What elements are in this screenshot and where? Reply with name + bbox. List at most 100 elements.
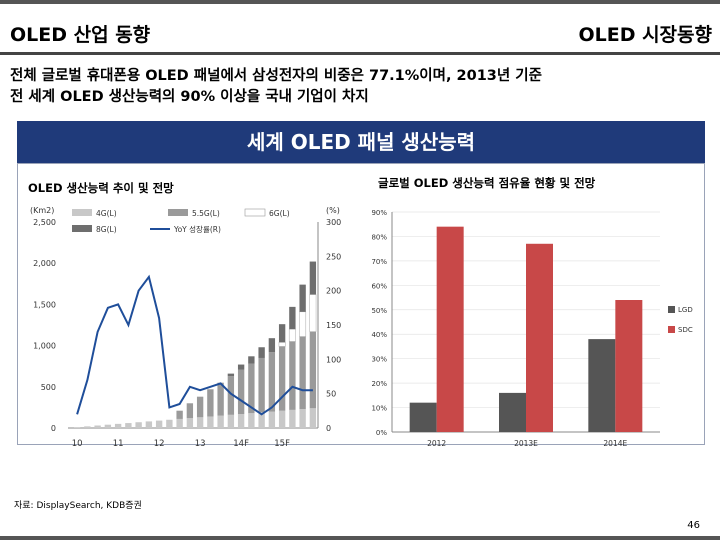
bar-5-5g: [176, 410, 183, 419]
right-legend-label: LGD: [678, 306, 693, 314]
right-x-tick: 2013E: [514, 439, 538, 448]
right-legend-label: SDC: [678, 326, 693, 334]
bar-8g: [299, 284, 306, 312]
bar-4g: [278, 410, 286, 428]
bar-4g: [145, 421, 153, 428]
right-y-tick: 80%: [371, 233, 387, 241]
left-x-tick: 11: [113, 439, 124, 449]
bar-5-5g: [248, 363, 255, 414]
bar-4g: [227, 414, 235, 428]
bar-4g: [258, 412, 265, 428]
summary-text: 전체 글로벌 휴대폰용 OLED 패널에서 삼성전자의 비중은 77.1%이며,…: [10, 66, 710, 108]
left-y2-tick: 100: [326, 355, 341, 364]
bar-4g: [155, 420, 163, 428]
left-y-tick: 2,500: [33, 218, 56, 227]
bar-6g: [278, 342, 286, 347]
page-number: 46: [687, 520, 700, 531]
bar-5-5g: [309, 331, 317, 409]
right-y-tick: 70%: [371, 258, 387, 266]
right-y-tick: 20%: [371, 380, 387, 388]
bar-4g: [207, 416, 214, 428]
left-x-tick: 12: [154, 439, 165, 449]
left-y2-tick: 250: [326, 252, 341, 261]
bar-8g: [268, 338, 276, 353]
bar-5-5g: [207, 389, 214, 417]
section-title: 세계 OLED 패널 생산능력: [17, 121, 705, 163]
bar-8g: [309, 261, 317, 295]
bar-4g: [176, 418, 183, 428]
bar-4g: [114, 423, 122, 428]
legend-label: 8G(L): [96, 225, 117, 234]
bar-4g: [84, 426, 91, 428]
left-y-tick: 500: [41, 383, 56, 392]
bar-sdc: [526, 243, 553, 432]
bar-8g: [227, 373, 235, 377]
bar-5-5g: [237, 369, 245, 414]
header-rule: [0, 52, 720, 55]
right-legend-swatch: [668, 326, 675, 333]
bar-4g: [237, 413, 245, 428]
left-y2-tick: 300: [326, 218, 341, 227]
bar-8g: [248, 356, 255, 364]
left-y2-tick: 200: [326, 287, 341, 296]
left-y-tick: 1,500: [33, 300, 56, 309]
right-y-tick: 10%: [371, 405, 387, 413]
right-chart-title: 글로벌 OLED 생산능력 점유율 현황 및 전망: [378, 176, 596, 190]
left-y2-tick: 0: [326, 424, 331, 433]
right-y-tick: 90%: [371, 209, 387, 217]
bar-4g: [289, 409, 296, 428]
bar-4g: [166, 419, 173, 428]
bar-5-5g: [299, 336, 306, 410]
bar-5-5g: [186, 403, 194, 419]
yoy-growth-line: [76, 274, 313, 416]
legend-label: YoY 성장률(R): [173, 224, 221, 234]
bar-4g: [309, 408, 317, 428]
bar-4g: [268, 411, 276, 428]
left-x-tick: 14F: [233, 439, 249, 449]
left-chart-title: OLED 생산능력 추이 및 전망: [28, 181, 174, 195]
legend-label: 6G(L): [269, 209, 290, 218]
bar-6g: [309, 294, 317, 332]
summary-line-1: 전체 글로벌 휴대폰용 OLED 패널에서 삼성전자의 비중은 77.1%이며,…: [10, 68, 542, 84]
bar-4g: [248, 413, 255, 428]
bar-4g: [196, 417, 204, 428]
bar-8g: [258, 347, 265, 358]
legend-swatch: [244, 208, 266, 217]
bar-5-5g: [268, 352, 276, 412]
legend-swatch: [72, 209, 92, 216]
bar-lgd: [409, 402, 437, 432]
bar-sdc: [615, 300, 643, 432]
chart-frame: [17, 163, 705, 445]
right-y-tick: 60%: [371, 282, 387, 290]
left-y2-tick: 150: [326, 321, 341, 330]
bar-5-5g: [217, 382, 224, 416]
right-y-tick: 50%: [371, 307, 387, 315]
bar-4g: [186, 418, 194, 428]
left-y2-axis-label: (%): [326, 206, 340, 215]
bar-5-5g: [258, 357, 265, 413]
bar-4g: [104, 424, 112, 428]
right-y-tick: 0%: [376, 429, 387, 437]
bar-5-5g: [227, 376, 235, 415]
bar-6g: [299, 311, 307, 337]
bar-5-5g: [196, 396, 204, 418]
summary-line-2: 전 세계 OLED 생산능력의 90% 이상을 국내 기업이 차지: [10, 89, 369, 105]
bar-lgd: [588, 339, 616, 432]
bar-lgd: [499, 392, 526, 432]
right-y-tick: 30%: [371, 356, 387, 364]
bar-8g: [289, 306, 296, 330]
bar-4g: [94, 425, 101, 428]
left-x-tick: 13: [195, 439, 206, 449]
legend-label: 5.5G(L): [192, 209, 220, 218]
bar-5-5g: [278, 346, 286, 411]
bar-8g: [237, 364, 245, 370]
right-x-tick: 2014E: [603, 439, 627, 448]
header-left-title: OLED 산업 동향: [10, 24, 151, 46]
bar-sdc: [436, 226, 464, 432]
bar-4g: [135, 422, 142, 428]
left-x-tick: 15F: [274, 439, 290, 449]
source-note: 자료: DisplaySearch, KDB증권: [14, 501, 142, 511]
legend-swatch: [168, 209, 188, 216]
